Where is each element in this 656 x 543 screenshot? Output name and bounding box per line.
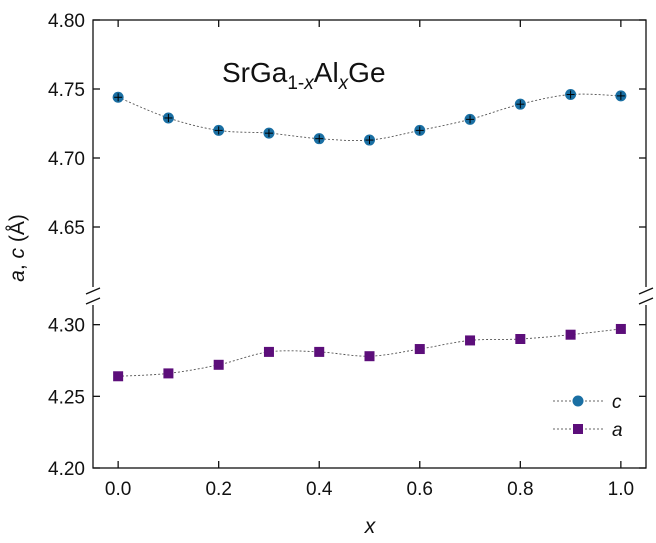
x-tick-label: 0.8: [507, 479, 533, 500]
y-tick-label: 4.65: [48, 218, 85, 239]
data-point-a: [465, 335, 476, 346]
y-tick-label: 4.80: [48, 11, 85, 32]
axis-break-slash: [638, 297, 654, 305]
data-point-a: [615, 323, 626, 334]
legend-label-c: c: [612, 392, 622, 413]
axis-break-slash: [85, 287, 101, 295]
axis-break-slash: [638, 287, 654, 295]
axis-break-mask-left: [86, 287, 100, 305]
y-tick-label: 4.25: [48, 387, 85, 408]
chart-title: SrGa1-xAlxGe: [222, 57, 386, 94]
data-point-a: [263, 346, 274, 357]
data-point-a: [414, 344, 425, 355]
x-tick-label: 0.6: [407, 479, 433, 500]
y-tick-label: 4.75: [48, 80, 85, 101]
x-tick-label: 0.2: [205, 479, 231, 500]
data-points: [112, 89, 627, 382]
data-point-a: [565, 329, 576, 340]
legend-marker-c: [572, 395, 584, 407]
legend: c a: [553, 392, 623, 441]
y-axis-title: a, c (Å): [6, 214, 29, 282]
plot-frame: [92, 19, 647, 469]
axis-break-mask-right: [639, 287, 653, 305]
fit-curve-c: [117, 93, 621, 142]
data-point-a: [515, 334, 526, 344]
x-axis-title: x: [364, 515, 377, 538]
data-point-a: [314, 346, 325, 357]
y-tick-label: 4.70: [48, 149, 85, 170]
data-point-a: [113, 371, 124, 382]
x-ticks: 0.0 0.2 0.4 0.6 0.8 1.0: [105, 20, 634, 500]
legend-label-a: a: [612, 420, 623, 441]
legend-marker-a: [573, 424, 583, 434]
x-tick-label: 0.4: [306, 479, 333, 500]
axis-break-slash: [85, 297, 101, 305]
y-ticks: 4.65 4.70 4.75 4.80 4.20 4.25 4.30: [48, 11, 646, 480]
y-tick-label: 4.30: [48, 316, 85, 337]
x-tick-label: 0.0: [105, 479, 131, 500]
data-point-a: [213, 359, 224, 370]
x-tick-label: 1.0: [608, 479, 634, 500]
data-point-a: [163, 368, 174, 379]
fit-curve-a: [118, 328, 621, 377]
y-tick-label: 4.20: [48, 459, 85, 480]
data-point-a: [364, 351, 375, 362]
